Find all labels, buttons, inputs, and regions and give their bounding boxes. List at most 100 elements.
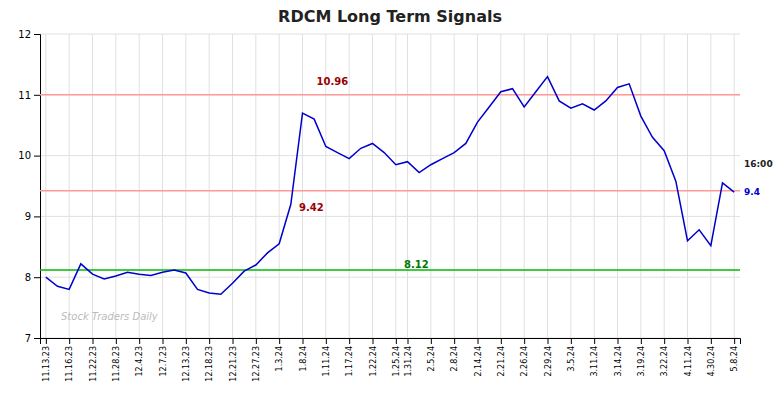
x-tick-label: 3.14.24 [614, 346, 623, 377]
x-tick: 2.8.24 [450, 338, 459, 371]
x-grid-line [500, 34, 501, 338]
y-tick-mark [34, 338, 40, 339]
x-grid-line [640, 34, 641, 338]
x-tick: 3.5.24 [567, 338, 576, 371]
x-tick-mark [501, 338, 502, 344]
x-grid-line [139, 34, 140, 338]
plot-area: 7 8 9 10 11 12 11.13.23 11.16.23 11.22.23 11.28.2… [18, 29, 772, 382]
reference-line [40, 190, 740, 192]
y-tick: 9 [25, 211, 40, 222]
x-tick-label: 3.5.24 [567, 346, 576, 371]
x-tick-mark [163, 338, 164, 344]
x-tick-mark [139, 338, 140, 344]
x-tick-mark [454, 338, 455, 344]
x-tick-mark [711, 338, 712, 344]
x-axis-line [41, 339, 741, 345]
reference-line [40, 269, 740, 271]
x-tick-mark [594, 338, 595, 344]
y-tick-label: 8 [25, 272, 31, 283]
y-tick-mark [34, 277, 40, 278]
x-tick-mark [641, 338, 642, 344]
x-tick-mark [349, 338, 350, 344]
x-tick-label: 11.13.23 [42, 346, 51, 382]
x-tick-mark [548, 338, 549, 344]
x-tick-mark [688, 338, 689, 344]
x-tick-mark [734, 338, 735, 344]
x-tick: 3.11.24 [590, 338, 599, 377]
x-tick: 4.11.24 [684, 338, 693, 377]
x-tick-label: 2.8.24 [450, 346, 459, 371]
x-tick: 1.25.24 [392, 338, 401, 377]
y-grid-line [40, 277, 740, 278]
price-line [46, 77, 734, 295]
x-grid-line [617, 34, 618, 338]
x-tick-label: 2.14.24 [474, 346, 483, 377]
x-tick: 1.8.24 [299, 338, 308, 371]
annotation: 9.42 [299, 202, 324, 213]
x-tick: 1.11.24 [322, 338, 331, 377]
x-tick: 11.16.23 [65, 338, 74, 382]
y-grid-line [40, 155, 740, 156]
y-tick-label: 10 [18, 150, 31, 161]
x-grid-line [594, 34, 595, 338]
x-tick-mark [69, 338, 70, 344]
x-grid-line [570, 34, 571, 338]
x-tick: 11.22.23 [89, 338, 98, 382]
x-tick: 1.22.24 [369, 338, 378, 377]
x-tick-label: 12.4.23 [135, 346, 144, 377]
x-tick: 3.14.24 [614, 338, 623, 377]
x-tick-label: 1.31.24 [404, 346, 413, 377]
x-grid-line [279, 34, 280, 338]
x-tick-mark [396, 338, 397, 344]
x-tick: 12.27.23 [252, 338, 261, 382]
x-tick-mark [46, 338, 47, 344]
x-tick-label: 5.8.24 [730, 346, 739, 371]
x-grid-line [185, 34, 186, 338]
x-grid-line [255, 34, 256, 338]
y-tick-label: 12 [18, 29, 31, 40]
y-tick: 8 [25, 272, 40, 283]
x-tick-mark [373, 338, 374, 344]
x-tick-label: 12.21.23 [229, 346, 238, 382]
x-tick-mark [326, 338, 327, 344]
x-grid-line [232, 34, 233, 338]
annotation: 8.12 [404, 259, 429, 270]
y-tick: 11 [18, 90, 40, 101]
x-grid-line [162, 34, 163, 338]
x-grid-line [710, 34, 711, 338]
x-tick-mark [664, 338, 665, 344]
x-tick-label: 2.5.24 [427, 346, 436, 371]
x-tick-label: 3.11.24 [590, 346, 599, 377]
x-grid-line [302, 34, 303, 338]
x-grid-line [430, 34, 431, 338]
x-grid-line [477, 34, 478, 338]
x-tick: 1.17.24 [345, 338, 354, 377]
annotation: 10.96 [317, 76, 349, 87]
x-tick-label: 2.21.24 [497, 346, 506, 377]
y-tick-mark [34, 95, 40, 96]
y-axis: 7 8 9 10 11 12 [18, 29, 40, 344]
x-tick-label: 1.8.24 [299, 346, 308, 371]
y-tick-label: 7 [25, 333, 31, 344]
x-grid-line [734, 34, 735, 338]
x-tick-mark [116, 338, 117, 344]
x-tick: 1.31.24 [404, 338, 413, 377]
x-tick-mark [233, 338, 234, 344]
x-grid-line [687, 34, 688, 338]
y-tick-label: 9 [25, 211, 31, 222]
marks [40, 77, 740, 295]
x-tick-label: 11.22.23 [89, 346, 98, 382]
x-tick-label: 11.16.23 [65, 346, 74, 382]
x-tick: 11.28.23 [112, 338, 121, 382]
x-tick-mark [186, 338, 187, 344]
x-grid-line [454, 34, 455, 338]
x-tick-mark [303, 338, 304, 344]
x-grid-line [45, 34, 46, 338]
y-tick-mark [34, 216, 40, 217]
x-grid-line [69, 34, 70, 338]
x-tick-mark [524, 338, 525, 344]
grid [40, 34, 740, 338]
y-axis-line [34, 35, 41, 339]
x-tick-label: 1.22.24 [369, 346, 378, 377]
x-tick: 3.22.24 [660, 338, 669, 377]
